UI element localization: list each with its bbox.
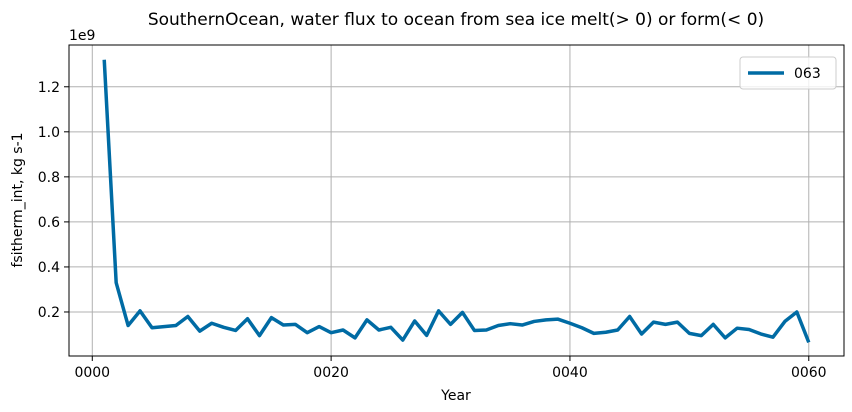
plot-series	[102, 59, 811, 344]
chart-title: SouthernOcean, water flux to ocean from …	[148, 10, 764, 30]
y-tick-label: 0.8	[38, 170, 60, 186]
y-tick-label: 0.2	[38, 305, 60, 321]
y-tick-label: 1.0	[38, 125, 60, 141]
y-axis-label: fsitherm_int, kg s-1	[10, 132, 26, 267]
x-tick-label: 0060	[791, 365, 827, 381]
x-axis: 0000 0020 0040 0060	[74, 356, 827, 381]
y-offset-label: 1e9	[69, 28, 95, 44]
plot-frame	[68, 44, 845, 357]
x-tick-label: 0040	[552, 365, 588, 381]
grid-lines	[69, 45, 844, 356]
series-line-063	[102, 59, 811, 344]
legend-label: 063	[794, 66, 821, 82]
y-tick-label: 0.4	[38, 260, 60, 276]
x-tick-label: 0020	[313, 365, 349, 381]
y-tick-label: 0.6	[38, 215, 60, 231]
legend: 063	[739, 56, 837, 90]
y-axis: 0.2 0.4 0.6 0.8 1.0 1.2	[38, 80, 69, 321]
y-tick-label: 1.2	[38, 80, 60, 96]
x-tick-label: 0000	[74, 365, 110, 381]
legend-box	[739, 56, 837, 90]
x-axis-label: Year	[440, 388, 471, 404]
